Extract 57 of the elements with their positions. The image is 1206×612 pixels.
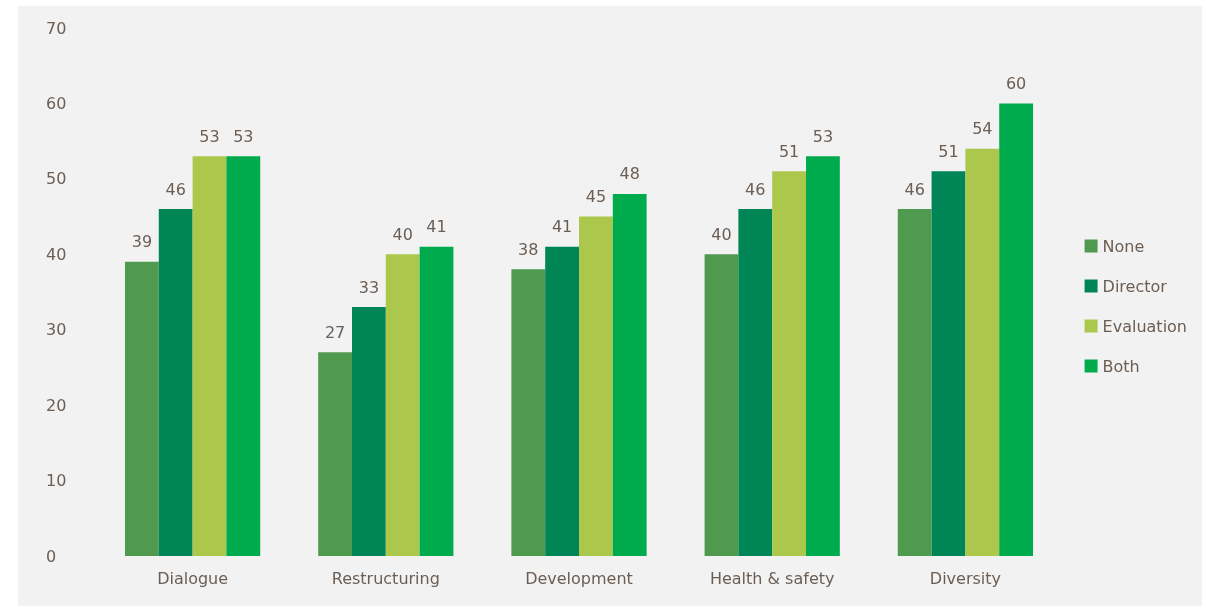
- bar: [192, 156, 227, 556]
- data-label: 48: [619, 164, 640, 184]
- bar: [897, 209, 932, 556]
- bar: [612, 193, 647, 556]
- bar: [351, 307, 386, 556]
- y-tick-label: 30: [46, 320, 67, 340]
- data-label: 41: [426, 217, 447, 237]
- legend-label: Evaluation: [1102, 316, 1187, 336]
- data-label: 40: [392, 224, 413, 244]
- bar: [806, 156, 840, 556]
- data-label: 27: [324, 322, 346, 342]
- x-tick-label: Development: [525, 568, 633, 588]
- y-tick-label: 0: [46, 546, 57, 566]
- bar: [738, 209, 773, 556]
- y-tick-label: 40: [46, 244, 67, 264]
- data-label: 40: [711, 224, 732, 244]
- data-label: 60: [1005, 73, 1027, 93]
- data-label: 53: [233, 126, 254, 146]
- bar: [124, 261, 159, 556]
- data-label: 39: [131, 232, 153, 252]
- data-label: 33: [358, 277, 380, 297]
- legend-label: None: [1102, 236, 1145, 256]
- y-tick-label: 50: [46, 169, 67, 189]
- data-label: 46: [904, 179, 925, 199]
- data-label: 38: [518, 239, 539, 259]
- bar: [704, 254, 739, 556]
- y-tick-label: 60: [46, 93, 67, 113]
- bar: [318, 352, 352, 556]
- data-label: 53: [812, 126, 834, 146]
- data-label: 46: [745, 179, 766, 199]
- data-label: 41: [551, 217, 573, 237]
- bar: [965, 148, 1000, 556]
- bar: [545, 246, 579, 556]
- data-label: 51: [938, 141, 959, 161]
- bar: [385, 254, 420, 556]
- bar: [511, 269, 546, 556]
- y-tick-label: 70: [46, 18, 67, 38]
- bar: [579, 216, 613, 556]
- x-tick-label: Diversity: [929, 568, 1001, 588]
- bar: [999, 103, 1034, 556]
- legend-label: Both: [1102, 356, 1140, 376]
- legend-label: Director: [1102, 276, 1168, 296]
- bar: [419, 246, 454, 556]
- x-tick-label: Health & safety: [709, 568, 835, 588]
- x-tick-label: Restructuring: [331, 568, 440, 588]
- data-label: 54: [972, 119, 993, 139]
- y-tick-label: 20: [46, 395, 67, 415]
- x-tick-label: Dialogue: [157, 568, 229, 588]
- bar: [158, 209, 193, 556]
- bar: [226, 156, 261, 556]
- data-label: 45: [585, 187, 607, 207]
- data-label: 51: [778, 141, 800, 161]
- bar: [931, 171, 966, 556]
- data-label: 46: [165, 179, 186, 199]
- bar: [772, 171, 807, 556]
- data-label: 53: [199, 126, 220, 146]
- y-tick-label: 10: [46, 471, 67, 491]
